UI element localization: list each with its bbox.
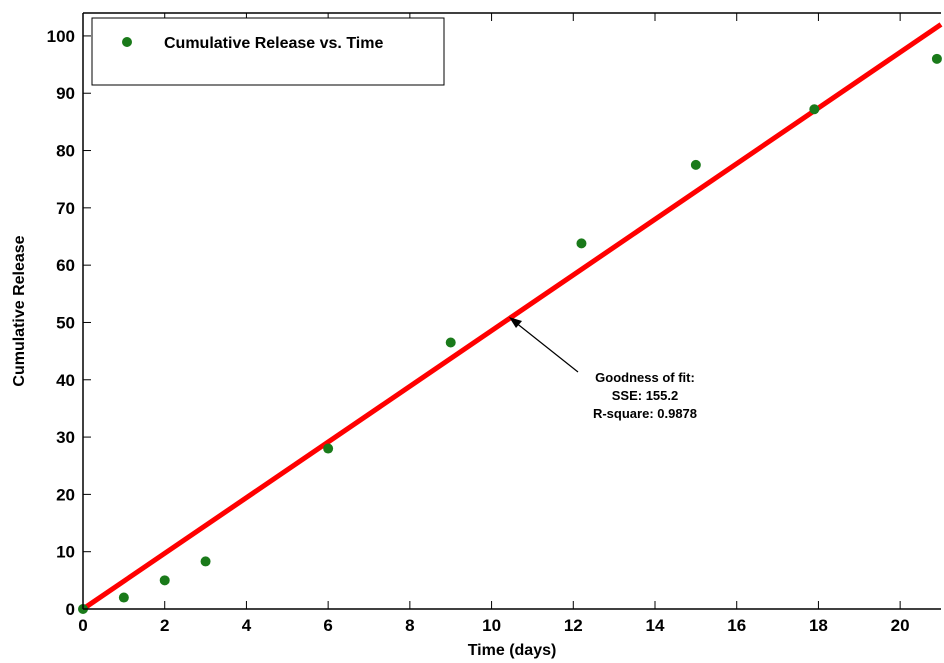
x-tick-label: 12 bbox=[564, 616, 583, 635]
x-tick-label: 18 bbox=[809, 616, 828, 635]
x-tick-label: 4 bbox=[242, 616, 252, 635]
x-tick-label: 0 bbox=[78, 616, 87, 635]
annotation-line-3: R-square: 0.9878 bbox=[593, 406, 697, 421]
legend-label: Cumulative Release vs. Time bbox=[164, 35, 383, 52]
fit-line-layer bbox=[81, 22, 943, 612]
y-axis-label: Cumulative Release bbox=[11, 235, 28, 386]
data-point bbox=[576, 238, 587, 249]
data-point bbox=[809, 104, 820, 115]
data-point bbox=[931, 53, 942, 64]
y-tick-label: 80 bbox=[56, 142, 75, 161]
y-tick-label: 50 bbox=[56, 313, 75, 332]
x-tick-label: 6 bbox=[323, 616, 332, 635]
x-tick-label: 8 bbox=[405, 616, 414, 635]
legend-marker bbox=[122, 37, 132, 47]
y-tick-label: 60 bbox=[56, 256, 75, 275]
legend-box bbox=[91, 17, 445, 86]
y-tick-label: 40 bbox=[56, 371, 75, 390]
y-axis-ticks: 0 10 20 30 40 50 60 70 80 90 100 bbox=[47, 27, 91, 619]
data-point bbox=[445, 337, 456, 348]
data-points-layer bbox=[78, 53, 942, 614]
x-tick-label: 2 bbox=[160, 616, 169, 635]
y-tick-label: 20 bbox=[56, 485, 75, 504]
annotation: Goodness of fit: SSE: 155.2 R-square: 0.… bbox=[509, 317, 697, 421]
data-point bbox=[323, 443, 334, 454]
y-tick-label: 30 bbox=[56, 428, 75, 447]
y-tick-label: 10 bbox=[56, 543, 75, 562]
x-tick-label: 20 bbox=[891, 616, 910, 635]
data-point bbox=[690, 159, 701, 170]
x-tick-label: 10 bbox=[482, 616, 501, 635]
x-tick-label: 16 bbox=[727, 616, 746, 635]
y-tick-label: 100 bbox=[47, 27, 75, 46]
data-point bbox=[159, 575, 170, 586]
annotation-arrowhead bbox=[509, 317, 522, 328]
y-tick-label: 90 bbox=[56, 84, 75, 103]
fit-line bbox=[81, 22, 943, 612]
x-axis-ticks: 0 2 4 6 8 10 12 14 16 18 20 bbox=[78, 13, 910, 635]
data-point bbox=[118, 592, 129, 603]
legend: Cumulative Release vs. Time bbox=[91, 17, 445, 86]
x-axis-label: Time (days) bbox=[468, 642, 557, 659]
y-tick-label: 0 bbox=[66, 600, 75, 619]
annotation-line-1: Goodness of fit: bbox=[595, 370, 695, 385]
y-tick-label: 70 bbox=[56, 199, 75, 218]
annotation-arrow-line bbox=[514, 321, 579, 373]
annotation-line-2: SSE: 155.2 bbox=[612, 388, 679, 403]
x-tick-label: 14 bbox=[646, 616, 665, 635]
data-point bbox=[200, 556, 211, 567]
